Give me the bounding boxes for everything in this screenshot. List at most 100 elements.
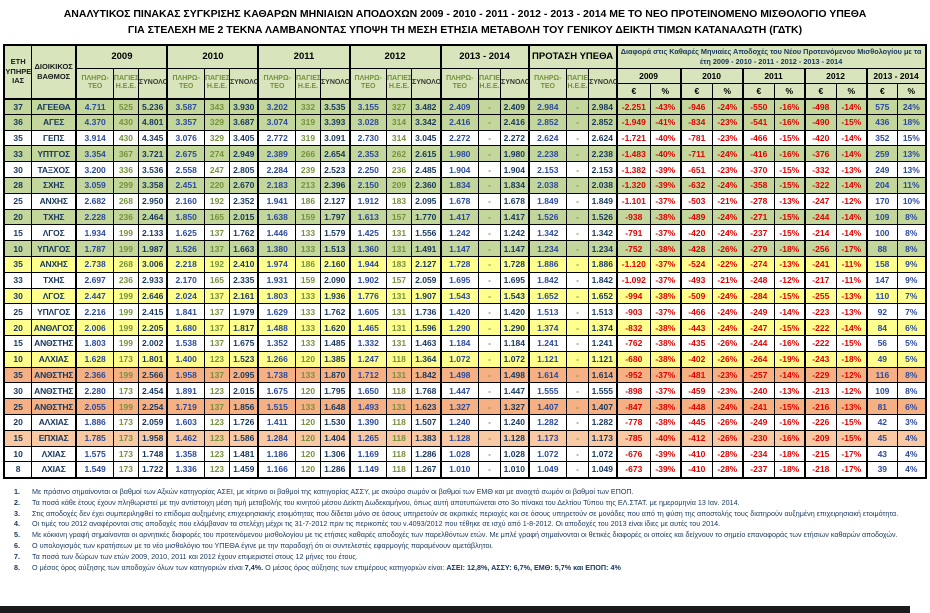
amount-cell: 2.153 (527, 161, 568, 178)
sub-header-payable: ΠΛΗΡΩ-ΤΕΟ (439, 68, 480, 99)
difference-cell: -38% (650, 319, 682, 336)
amount-cell: 118 (386, 350, 412, 368)
amount-cell: 3.393 (319, 113, 351, 131)
difference-cell: -39% (650, 445, 682, 463)
difference-cell: -1.949 (615, 113, 652, 131)
amount-cell: 3.091 (319, 129, 351, 147)
amount-cell: 1.166 (257, 461, 296, 479)
table-row: 25 ΑΝΘΣΤΗΣ 2.055 199 2.254 1.719 137 1.856 1.515… (3, 398, 927, 415)
amount-cell: 1.241 (527, 334, 568, 352)
difference-cell: -24% (712, 224, 744, 242)
amount-cell: 1.446 (257, 224, 296, 242)
difference-cell: 43 (865, 445, 899, 463)
difference-cell: -16% (774, 113, 806, 131)
years-of-service-cell: 36 (3, 113, 32, 131)
amount-cell: 1.841 (166, 303, 205, 321)
amount-cell: 2.738 (75, 255, 114, 273)
difference-cell: -541 (741, 113, 776, 131)
amount-cell: - (566, 461, 590, 479)
amount-cell: 1.770 (410, 208, 442, 226)
difference-cell: -243 (803, 350, 838, 368)
amount-cell: 1.513 (527, 303, 568, 321)
amount-cell: 1.282 (527, 413, 568, 431)
difference-cell: 39 (865, 461, 899, 479)
amount-cell: 3.687 (228, 113, 259, 131)
difference-cell: -37% (650, 382, 682, 400)
difference-cell: 5% (897, 350, 927, 368)
difference-cell: -632 (679, 176, 714, 194)
amount-cell: 1.538 (166, 334, 205, 352)
amount-cell: 1.614 (527, 366, 568, 384)
amount-cell: 1.462 (166, 429, 205, 447)
amount-cell: 1.678 (439, 192, 480, 210)
difference-cell: -1.483 (615, 145, 652, 163)
amount-cell: - (478, 271, 502, 289)
difference-cell: -1.721 (615, 129, 652, 147)
difference-cell: -410 (679, 461, 714, 479)
amount-cell: - (566, 429, 590, 447)
difference-cell: -2.251 (615, 98, 652, 115)
amount-cell: - (478, 113, 502, 131)
amount-cell: 268 (112, 255, 139, 273)
difference-cell: -28% (712, 461, 744, 479)
amount-cell: - (478, 366, 502, 384)
difference-cell: 249 (865, 161, 899, 178)
amount-cell: 1.342 (527, 224, 568, 242)
amount-cell: 213 (294, 176, 321, 194)
difference-cell: -466 (679, 303, 714, 321)
amount-cell: 1.652 (527, 287, 568, 305)
amount-cell: 220 (203, 176, 230, 194)
table-row: 30 ΤΑΞΧΟΣ 3.200 336 3.536 2.558 247 2.805 2.284 2… (3, 161, 927, 178)
amount-cell: 1.327 (439, 398, 480, 415)
amount-cell: 159 (294, 208, 321, 226)
sub-header-payable: ΠΛΗΡΩ-ΤΕΟ (166, 68, 205, 99)
footnote-text: Ο μέσος όρος αύξησης των αποδοχών όλων τ… (32, 563, 621, 573)
difference-cell: -762 (615, 334, 652, 352)
difference-cell: -18% (774, 445, 806, 463)
table-row: 15 ΑΝΘΣΤΗΣ 1.803 199 2.002 1.538 137 1.675 1.352… (3, 334, 927, 352)
sub-header-fixed: ΠΑΓΙΕΣ Η.Ε.Ε. (478, 68, 502, 99)
amount-cell: 2.416 (439, 113, 480, 131)
difference-cell: 352 (865, 129, 899, 147)
amount-cell: 1.726 (228, 413, 259, 431)
difference-cell: -15% (774, 287, 806, 305)
difference-cell: -1.101 (615, 192, 652, 210)
years-of-service-cell: 15 (3, 334, 32, 352)
amount-cell: 131 (386, 334, 412, 352)
amount-cell: 1.530 (319, 413, 351, 431)
amount-cell: - (478, 255, 502, 273)
amount-cell: 173 (112, 461, 139, 479)
difference-cell: 13% (897, 161, 927, 178)
amount-cell: 2.183 (257, 176, 296, 194)
amount-cell: 1.459 (228, 461, 259, 479)
difference-cell: 575 (865, 98, 899, 115)
amount-cell: 1.555 (527, 382, 568, 400)
difference-cell: 147 (865, 271, 899, 289)
amount-cell: 1.374 (527, 319, 568, 336)
amount-cell: 199 (112, 319, 139, 336)
amount-cell: - (566, 240, 590, 257)
amount-cell: 133 (294, 240, 321, 257)
difference-cell: -1.120 (615, 255, 652, 273)
amount-cell: 1.842 (588, 271, 618, 289)
amount-cell: 1.625 (166, 224, 205, 242)
difference-cell: 56 (865, 334, 899, 352)
amount-cell: - (478, 350, 502, 368)
difference-cell: -37% (650, 366, 682, 384)
amount-cell: 120 (294, 382, 321, 400)
difference-cell: 4% (897, 461, 927, 479)
difference-cell: -222 (803, 319, 838, 336)
euro-header: € (741, 83, 776, 99)
amount-cell: 1.128 (500, 429, 530, 447)
amount-cell: 1.628 (75, 350, 114, 368)
sub-header-total: ΣΥΝΟΛΟ (228, 68, 259, 99)
amount-cell: 173 (112, 445, 139, 463)
rank-cell: ΓΕΠΣ (30, 129, 77, 147)
amount-cell: - (478, 98, 502, 115)
amount-cell: 1.234 (527, 240, 568, 257)
difference-cell: 3% (897, 413, 927, 431)
difference-cell: 45 (865, 429, 899, 447)
difference-cell: -15% (836, 113, 868, 131)
amount-cell: 299 (112, 176, 139, 194)
